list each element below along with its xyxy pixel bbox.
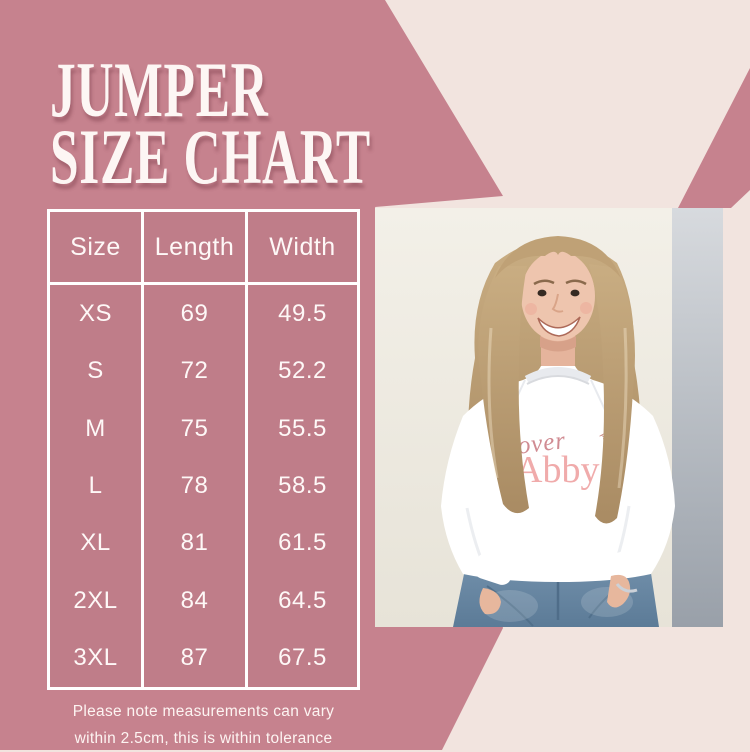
table-cell-size: XL [50,514,144,573]
table-header-length: Length [144,212,248,285]
jumper-collar [524,367,592,385]
blush-right [580,302,592,314]
shirt-graphic-name-word: Abby [515,449,599,491]
tolerance-note-line-1: Please note measurements can vary [72,703,335,720]
bracelet [615,583,638,593]
table-cell-length: 81 [144,514,248,573]
eye-left [537,289,547,297]
product-photo: Lover Abby AN ADDICTION ♥ [375,208,723,627]
table-cell-length: 84 [144,572,248,630]
table-cell-width: 52.2 [278,357,327,385]
table-header-size: Size [50,212,144,285]
title-line-1: JUMPER [50,46,269,133]
hair-front-left [478,266,529,514]
hand-left [479,588,501,615]
eyebrow-left [533,279,555,286]
hand-right [607,574,631,608]
table-cell-length: 72 [144,342,248,400]
table-cell-width: 61.5 [278,529,327,557]
table-cell-length: 69 [144,285,248,343]
table-cell-length: 87 [144,629,248,687]
table-cell-size: 2XL [50,572,144,630]
tolerance-note: Please note measurements can vary within… [40,698,367,752]
hair-front-right [589,264,635,524]
jeans-pocket-left [486,585,534,627]
nose [551,293,564,313]
jumper-collar-line [526,375,590,385]
table-cell-width: 49.5 [278,299,327,327]
table-cell-width: 55.5 [278,414,327,442]
table-cell-size: 3XL [50,629,144,687]
table-cell-length: 75 [144,399,248,458]
table-cell-length: 78 [144,457,248,515]
table-cell-width: 58.5 [278,471,327,499]
size-chart-table: Size Length Width XS 69 49.5 S 72 52.2 M… [47,209,360,690]
tolerance-note-line-2: within 2.5cm, this is within tolerance [74,730,333,747]
page-title: JUMPER SIZE CHART [50,46,371,200]
table-header-width: Width [248,212,357,285]
table-cell-width: 64.5 [278,586,327,614]
table-cell-size: M [50,399,144,458]
eye-right [570,289,580,297]
pink-diagonal-ribbon [678,68,750,208]
table-cell-size: XS [50,285,144,343]
hair-top [495,236,621,278]
photo-wall-corner [672,208,723,627]
table-cell-size: L [50,457,144,515]
blush-left [525,303,537,315]
title-line-2: SIZE CHART [50,113,371,200]
table-cell-size: S [50,342,144,400]
eyebrow-right [565,279,587,286]
table-cell-width: 67.5 [278,644,327,672]
jumper-cuff-left [474,553,514,585]
hair-highlights [487,327,628,489]
jumper-cuff-right [602,549,642,581]
chin-shadow [540,336,576,352]
smile [537,316,581,337]
